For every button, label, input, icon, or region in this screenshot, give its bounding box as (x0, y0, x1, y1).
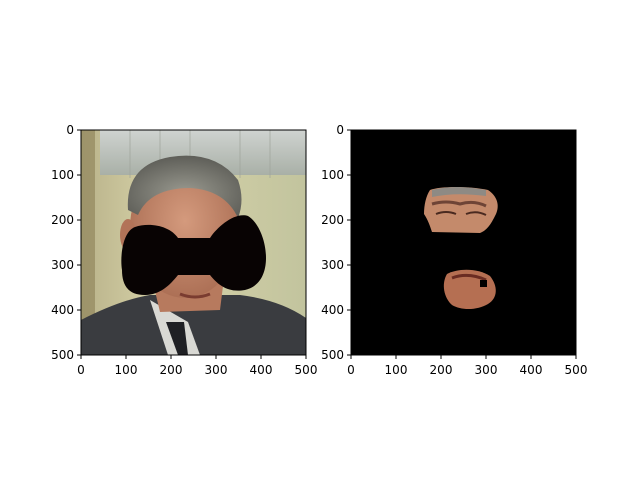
left-x-tick-label: 100 (115, 363, 138, 377)
right-y-axis: 0 100 200 300 400 500 (321, 123, 351, 362)
right-y-tick-label: 0 (336, 123, 344, 137)
left-x-tick-label: 0 (77, 363, 85, 377)
right-y-tick-label: 100 (321, 168, 344, 182)
right-x-tick-label: 0 (347, 363, 355, 377)
left-y-tick-label: 200 (51, 213, 74, 227)
left-y-tick-label: 300 (51, 258, 74, 272)
left-y-tick-label: 400 (51, 303, 74, 317)
right-x-tick-label: 400 (520, 363, 543, 377)
left-x-tick-label: 200 (160, 363, 183, 377)
left-x-tick-label: 300 (205, 363, 228, 377)
left-x-axis: 0 100 200 300 400 500 (77, 355, 317, 377)
right-y-tick-label: 500 (321, 348, 344, 362)
left-y-tick-label: 100 (51, 168, 74, 182)
right-photo (351, 130, 576, 355)
left-photo (81, 130, 306, 355)
left-y-tick-label: 500 (51, 348, 74, 362)
left-y-tick-label: 0 (66, 123, 74, 137)
right-y-tick-label: 200 (321, 213, 344, 227)
left-x-tick-label: 500 (295, 363, 318, 377)
right-x-axis: 0 100 200 300 400 500 (347, 355, 587, 377)
right-image-panel: 0 100 200 300 400 500 0 100 200 300 400 500 (321, 123, 587, 377)
mouth-hole (480, 280, 487, 287)
black-background (351, 130, 576, 355)
left-image-panel: 0 100 200 300 400 500 0 100 200 300 400 500 (51, 123, 317, 377)
left-x-tick-label: 400 (250, 363, 273, 377)
right-x-tick-label: 100 (385, 363, 408, 377)
right-x-tick-label: 300 (475, 363, 498, 377)
left-y-axis: 0 100 200 300 400 500 (51, 123, 81, 362)
right-x-tick-label: 500 (565, 363, 588, 377)
right-y-tick-label: 400 (321, 303, 344, 317)
right-x-tick-label: 200 (430, 363, 453, 377)
right-y-tick-label: 300 (321, 258, 344, 272)
